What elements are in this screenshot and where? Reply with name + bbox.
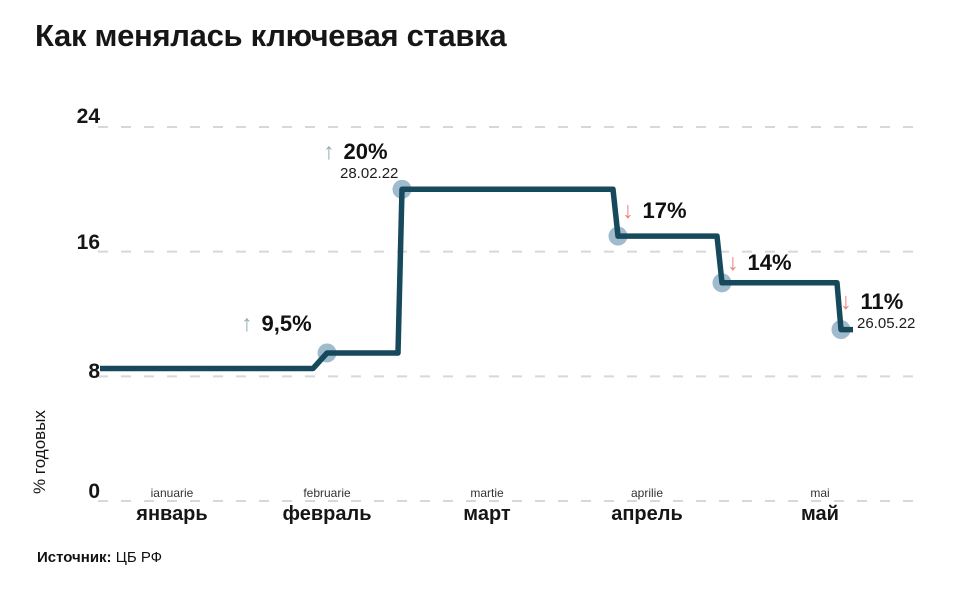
source-label: Источник:: [37, 549, 112, 566]
x-label-february-main: февраль: [282, 503, 372, 525]
x-label-february: februarie февраль: [242, 484, 412, 526]
y-tick-8: 8: [88, 360, 100, 383]
annotation-value: 11%: [860, 289, 904, 314]
y-tick-24: 24: [76, 105, 100, 128]
source-note: Источник: ЦБ РФ: [37, 549, 162, 566]
y-axis-title: % годовых: [30, 410, 49, 494]
annotation-14-percent: ↓ 14%: [727, 249, 792, 276]
annotation-20-percent: ↑ 20% 28.02.22: [323, 138, 399, 183]
x-label-may-small: mai: [805, 486, 835, 500]
x-label-may: mai май: [735, 484, 905, 526]
annotation-value: 9,5%: [261, 311, 312, 336]
x-label-february-small: februarie: [298, 486, 356, 500]
x-label-march-small: martie: [465, 486, 509, 500]
y-tick-16: 16: [76, 231, 100, 254]
x-label-april-main: апрель: [611, 503, 683, 525]
annotation-value: 14%: [747, 250, 792, 275]
x-label-january-small: ianuarie: [145, 486, 199, 500]
x-label-march: martie март: [402, 484, 572, 526]
arrow-up-icon: ↑: [241, 310, 253, 337]
arrow-down-icon: ↓: [840, 288, 852, 315]
annotation-date: 28.02.22: [340, 165, 399, 183]
annotation-17-percent: ↓ 17%: [622, 197, 687, 224]
annotation-date: 26.05.22: [857, 315, 916, 333]
x-label-april: aprilie апрель: [562, 484, 732, 526]
annotation-11-percent: ↓ 11% 26.05.22: [840, 288, 916, 333]
arrow-down-icon: ↓: [622, 197, 634, 224]
arrow-down-icon: ↓: [727, 249, 739, 276]
annotation-value: 17%: [642, 198, 687, 223]
arrow-up-icon: ↑: [323, 138, 335, 165]
annotation-9-5-percent: ↑ 9,5%: [241, 310, 312, 337]
page-title: Как менялась ключевая ставка: [35, 18, 507, 53]
x-label-april-small: aprilie: [625, 486, 668, 500]
y-tick-0: 0: [88, 480, 100, 503]
annotation-value: 20%: [343, 139, 388, 164]
source-value: ЦБ РФ: [115, 549, 163, 566]
x-label-may-main: май: [801, 503, 839, 525]
x-label-january-main: январь: [136, 503, 208, 525]
x-label-january: ianuarie январь: [87, 484, 257, 526]
key-rate-step-line: [100, 186, 853, 372]
x-label-march-main: март: [463, 503, 511, 525]
